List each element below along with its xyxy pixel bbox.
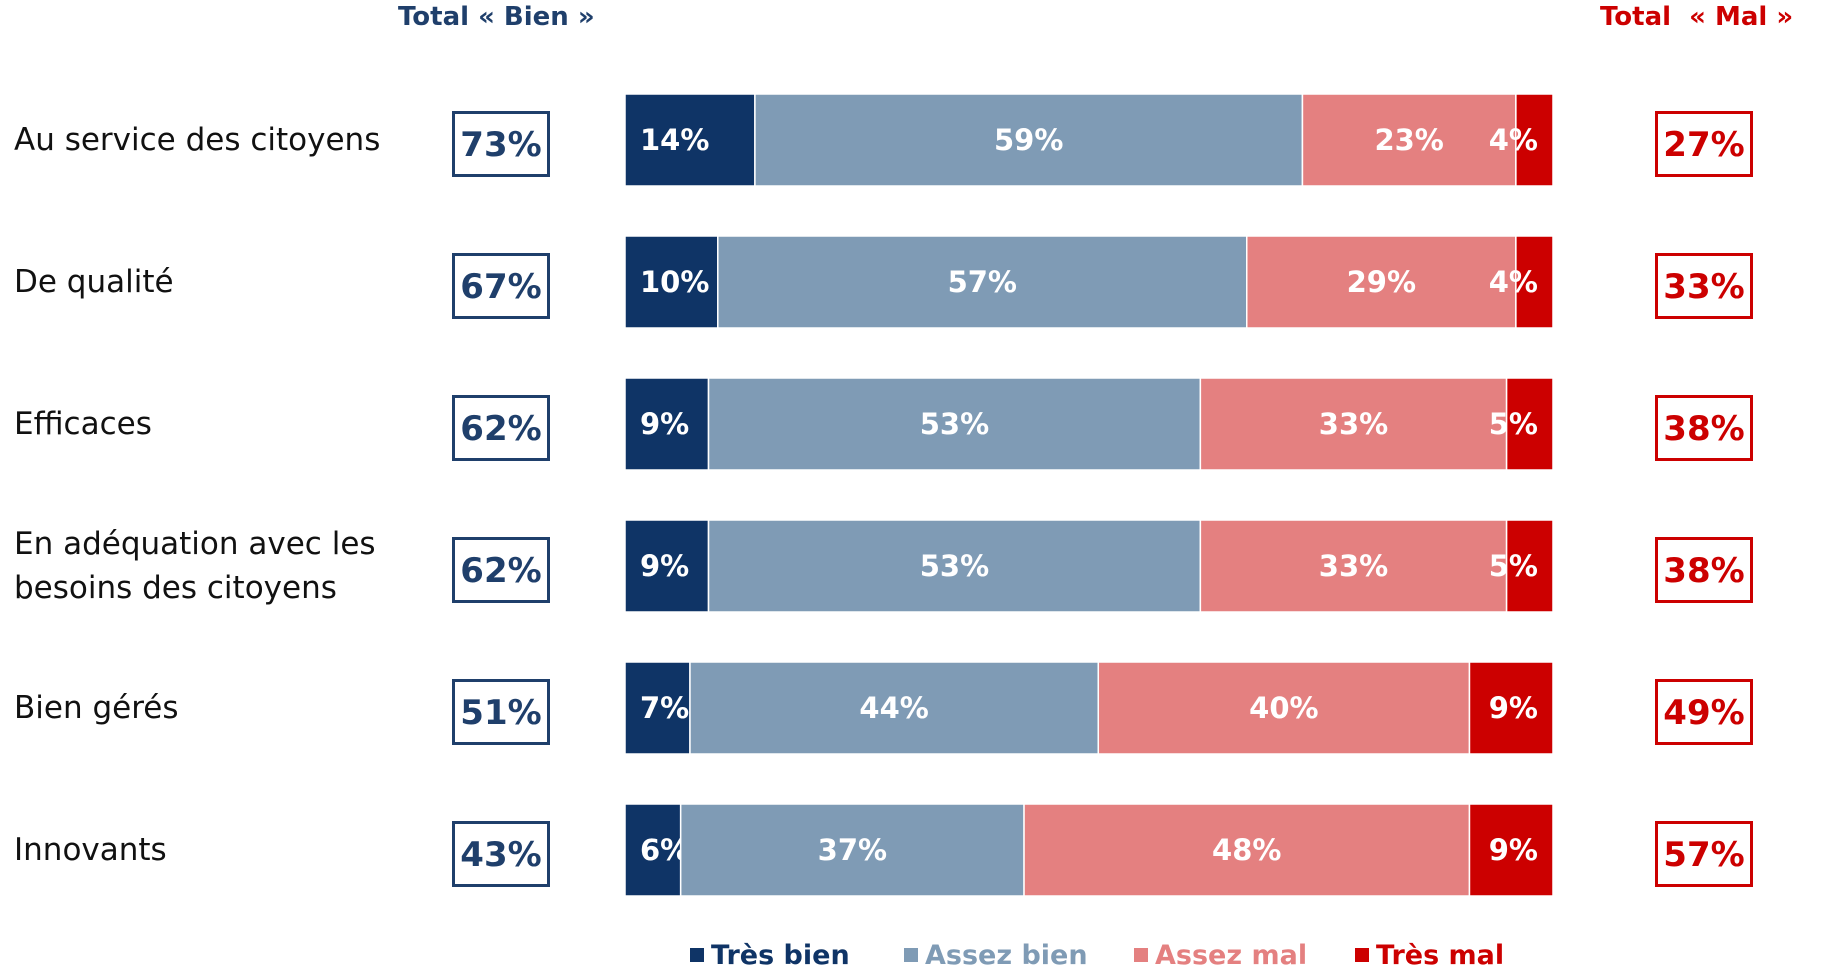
bar-segment [707,377,1202,471]
bar-segment [1505,519,1554,613]
legend-item: Assez mal [1134,940,1307,971]
bar-segment [1468,661,1554,755]
bar-segment [1199,519,1508,613]
total-mal-value: 27% [1655,111,1753,177]
bar-segment [624,377,710,471]
category-label: Efficaces [14,406,152,442]
bar-segment [624,803,682,897]
total-mal-header: Total « Mal » [1600,2,1794,32]
legend-swatch [1355,948,1369,962]
category-label: De qualité [14,264,174,300]
total-bien-header: Total « Bien » [398,2,595,32]
data-label: 53% [920,407,989,441]
bar-segment [1246,235,1517,329]
data-label: 33% [1319,549,1388,583]
data-label: 57% [948,265,1017,299]
data-label: 5% [1489,549,1538,583]
data-label: 5% [1489,407,1538,441]
legend-label: Très bien [711,940,850,971]
data-label: 9% [1489,833,1538,867]
legend-item: Très mal [1355,940,1504,971]
legend-swatch [1134,948,1148,962]
data-label: 37% [818,833,887,867]
data-label: 9% [640,407,689,441]
bar-segment [707,519,1202,613]
total-bien-value: 62% [452,537,550,603]
total-bien-value: 51% [452,679,550,745]
bar-segment [689,661,1100,755]
data-label: 40% [1249,691,1318,725]
data-label: 29% [1347,265,1416,299]
total-mal-value: 49% [1655,679,1753,745]
total-bien-value: 43% [452,821,550,887]
bar-segment [624,93,756,187]
total-bien-value: 62% [452,395,550,461]
data-label: 7% [640,691,689,725]
legend-swatch [690,948,704,962]
data-label: 33% [1319,407,1388,441]
category-label: Innovants [14,832,167,868]
legend-label: Très mal [1376,940,1505,971]
legend-label: Assez mal [1155,940,1308,971]
bar-segment [679,803,1025,897]
legend-item: Assez bien [904,940,1088,971]
data-label: 9% [640,549,689,583]
data-label: 14% [640,123,709,157]
bar-segment [1505,377,1554,471]
bar-segment [1515,235,1554,329]
data-label: 10% [640,265,709,299]
data-label: 4% [1489,123,1538,157]
category-label: Bien gérés [14,690,179,726]
category-label: En adéquation avec les besoins des citoye… [14,526,376,606]
legend-swatch [904,948,918,962]
total-mal-value: 57% [1655,821,1753,887]
data-label: 53% [920,549,989,583]
bar-segment [1097,661,1471,755]
data-label: 9% [1489,691,1538,725]
data-label: 23% [1374,123,1443,157]
bar-segment [717,235,1248,329]
legend-item: Très bien [690,940,850,971]
total-mal-value: 33% [1655,253,1753,319]
bar-segment [1515,93,1554,187]
total-mal-value: 38% [1655,537,1753,603]
total-bien-value: 67% [452,253,550,319]
bar-segment [1468,803,1554,897]
data-label: 4% [1489,265,1538,299]
data-label: 44% [859,691,928,725]
legend-label: Assez bien [925,940,1088,971]
total-bien-value: 73% [452,111,550,177]
bar-segment [1023,803,1471,897]
data-label: 59% [994,123,1063,157]
bar-segment [754,93,1304,187]
category-label: Au service des citoyens [14,122,381,158]
total-mal-value: 38% [1655,395,1753,461]
bar-segment [1301,93,1517,187]
bar-segment [624,235,719,329]
data-label: 48% [1212,833,1281,867]
